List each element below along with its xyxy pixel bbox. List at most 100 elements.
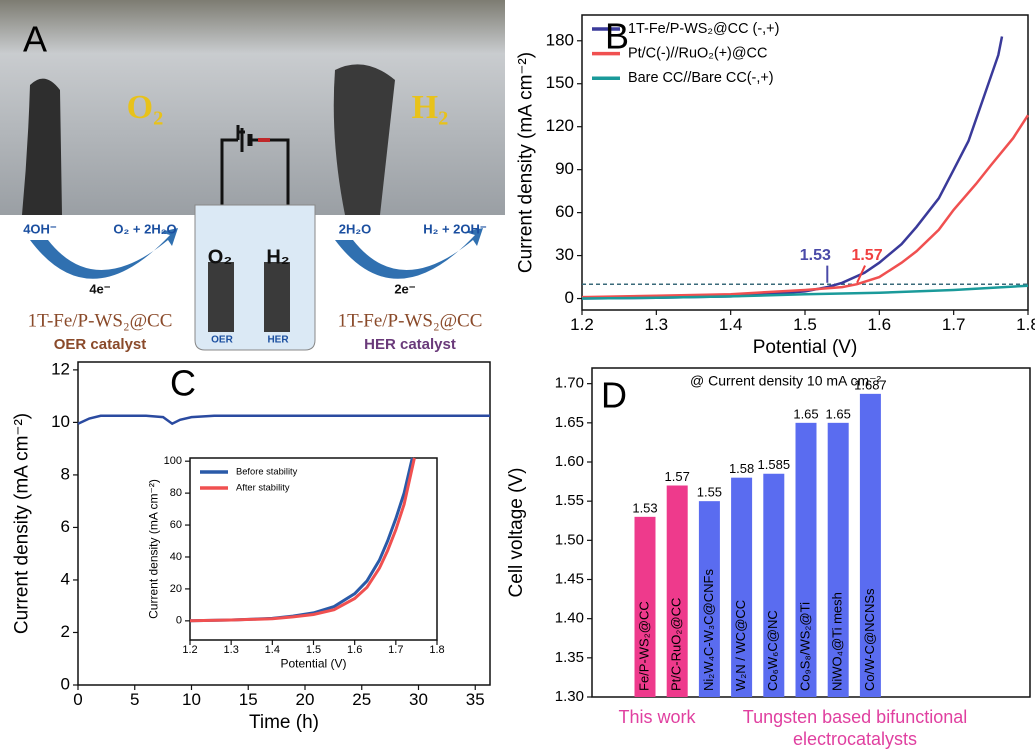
electrode	[208, 262, 234, 332]
bar	[698, 501, 720, 697]
y-tick-label: 8	[61, 464, 70, 483]
annotation: @ Current density 10 mA cm⁻²	[690, 373, 882, 389]
x-tick-label: 25	[352, 690, 371, 709]
y-axis-label: Current density (mA cm⁻²)	[11, 413, 32, 634]
legend-label: 1T-Fe/P-WS₂@CC (-,+)	[628, 21, 779, 37]
catalyst: 1T-Fe/P-WS₂@CC	[338, 310, 483, 331]
electrode	[333, 64, 395, 215]
legend-label: After stability	[236, 482, 290, 492]
electrons: 4e⁻	[89, 281, 110, 296]
y-tick-label: 60	[170, 519, 182, 531]
category-label: Co/W-C@NCNSs	[862, 588, 877, 691]
beaker-label: O₂	[208, 246, 232, 268]
electrode	[22, 78, 62, 215]
x-tick-label: 1.6	[347, 644, 362, 656]
category-label: Co₉S₈/WS₂@Ti	[797, 602, 812, 691]
x-tick-label: 30	[409, 690, 428, 709]
series-line	[581, 284, 1029, 300]
beaker-label: OER	[211, 335, 233, 346]
y-tick-label: 6	[61, 517, 70, 536]
value-label: 1.58	[729, 461, 754, 476]
catalyst-role: OER catalyst	[54, 336, 147, 353]
y-tick-label: 90	[555, 159, 574, 178]
arrow	[335, 228, 483, 279]
x-tick-label: 0	[73, 690, 82, 709]
x-tick-label: 1.7	[388, 644, 403, 656]
panel-label: C	[170, 363, 196, 404]
y-tick-label: 60	[555, 202, 574, 221]
category-label: NiWO₄@Ti mesh	[830, 592, 845, 691]
bar	[827, 422, 849, 697]
y-tick-label: 20	[170, 583, 182, 595]
bar	[666, 485, 688, 697]
x-tick-label: 1.2	[182, 644, 197, 656]
bar	[763, 473, 785, 697]
y-tick-label: 0	[176, 615, 182, 627]
panel-label: D	[601, 375, 627, 416]
reactant: 4OH⁻	[23, 221, 57, 236]
y-tick-label: 1.70	[555, 375, 584, 392]
y-tick-label: 40	[170, 551, 182, 563]
y-tick-label: 1.65	[555, 414, 584, 431]
x-tick-label: 20	[296, 690, 315, 709]
x-tick-label: 1.8	[1016, 315, 1035, 334]
inset-background	[140, 453, 449, 683]
legend-label: Before stability	[236, 466, 298, 476]
value-label: 1.585	[758, 457, 791, 472]
bar	[634, 516, 656, 697]
x-tick-label: 10	[182, 690, 201, 709]
x-tick-label: 5	[130, 690, 139, 709]
value-label: 1.57	[665, 469, 690, 484]
y-tick-label: 1.30	[555, 688, 584, 705]
panel-label: B	[605, 16, 629, 57]
y-tick-label: 180	[546, 30, 574, 49]
y-axis-label: Cell voltage (V)	[506, 468, 527, 598]
bar	[795, 422, 817, 697]
category-label: W₂N / WC@CC	[733, 600, 748, 691]
category-label: Co₆W₆C@NC	[765, 610, 780, 691]
y-tick-label: 1.55	[555, 492, 584, 509]
group-label: This work	[618, 707, 696, 727]
x-tick-label: 1.3	[645, 315, 669, 334]
y-axis-label: Current density (mA cm⁻²)	[515, 52, 536, 273]
legend-label: Pt/C(-)//RuO₂(+)@CC	[628, 45, 767, 61]
x-axis-label: Time (h)	[249, 712, 319, 733]
x-tick-label: 1.4	[719, 315, 743, 334]
x-tick-label: 1.8	[429, 644, 444, 656]
x-tick-label: 15	[239, 690, 258, 709]
y-tick-label: 1.45	[555, 570, 584, 587]
x-tick-label: 1.7	[942, 315, 966, 334]
category-label: Pt/C-RuO₂@CC	[669, 598, 684, 691]
arrow	[30, 228, 178, 279]
catalyst-role: HER catalyst	[364, 336, 456, 353]
legend-label: Bare CC//Bare CC(-,+)	[628, 70, 774, 86]
x-axis-label: Potential (V)	[280, 656, 346, 670]
reactant: 2H₂O	[339, 221, 372, 236]
category-label: Ni₂W₄C-W₃C@CNFs	[701, 569, 716, 691]
category-label: Fe/P-WS₂@CC	[636, 601, 651, 691]
panel-a: A O₂ H₂ 4OH⁻ O₂ + 2H₂O 4e⁻ 2H₂O H₂ + 2OH…	[0, 0, 505, 353]
series-line	[189, 457, 416, 623]
value-label: 1.65	[826, 406, 851, 421]
x-axis-label: Potential (V)	[753, 337, 858, 358]
x-tick-label: 1.4	[265, 644, 280, 656]
bar	[859, 393, 881, 697]
beaker-label: HER	[267, 335, 289, 346]
catalyst: 1T-Fe/P-WS₂@CC	[28, 310, 173, 331]
y-tick-label: 80	[170, 487, 182, 499]
series-line	[77, 414, 490, 426]
y-tick-label: 30	[555, 245, 574, 264]
annotation: 1.57	[851, 247, 882, 264]
value-label: 1.53	[632, 500, 657, 515]
photo-label: H₂	[412, 89, 449, 126]
y-tick-label: 4	[61, 569, 70, 588]
y-tick-label: 1.40	[555, 610, 584, 627]
x-tick-label: 1.2	[570, 315, 594, 334]
beaker-label: H₂	[266, 246, 289, 268]
bar	[731, 477, 753, 697]
y-tick-label: 0	[565, 288, 574, 307]
value-label: 1.65	[793, 406, 818, 421]
annotation-arrow	[856, 265, 866, 284]
y-tick-label: 10	[51, 412, 70, 431]
